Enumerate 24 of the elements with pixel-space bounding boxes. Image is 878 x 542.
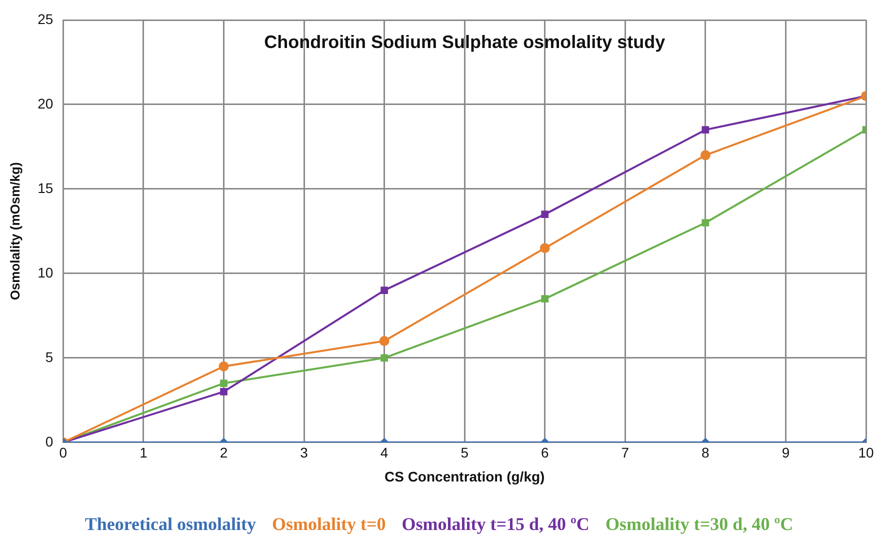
y-tick-label: 25	[38, 10, 54, 27]
x-axis-title: CS Concentration (g/kg)	[384, 468, 545, 484]
x-tick-label: 8	[702, 444, 710, 461]
text: Chondroitin Sodium Sulphate osmolality study	[264, 32, 666, 52]
x-tick-label: 10	[858, 444, 874, 461]
x-tick-label: 7	[621, 444, 630, 461]
text: Osmolality t=15 d, 40 ºC	[402, 514, 590, 534]
x-tick-label: 9	[782, 444, 790, 461]
y-axis-title: Osmolality (mOsm/kg)	[7, 162, 22, 300]
x-tick-label: 6	[540, 444, 549, 461]
x-tick-label: 1	[140, 444, 148, 461]
y-tick-label: 0	[45, 433, 54, 450]
y-tick-label: 5	[45, 348, 54, 365]
y-tick-label: 20	[38, 95, 54, 112]
x-tick-label: 4	[380, 444, 388, 461]
x-tick-label: 3	[300, 444, 308, 461]
text: Osmolality t=30 d, 40 ºC	[605, 514, 794, 534]
x-tick-label: 2	[220, 444, 228, 461]
y-tick-label: 15	[38, 180, 54, 196]
text: Osmolality t=0	[272, 514, 386, 534]
x-tick-label: 5	[460, 444, 469, 461]
y-tick-label: 10	[38, 264, 54, 280]
x-tick-label: 0	[59, 444, 68, 461]
text: Theoretical osmolality	[84, 514, 256, 534]
